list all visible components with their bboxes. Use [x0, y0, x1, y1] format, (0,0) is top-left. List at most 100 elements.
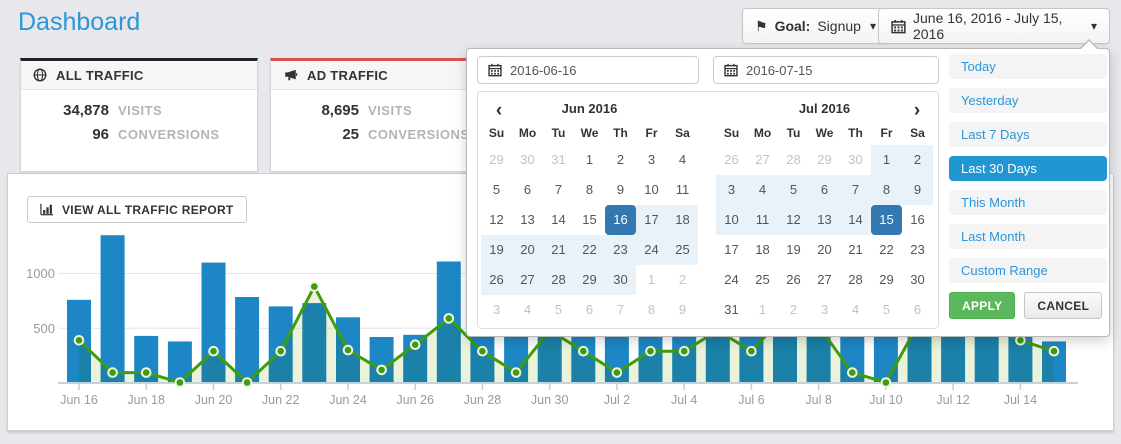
calendar-day[interactable]: 17	[724, 242, 739, 257]
calendar-day[interactable]: 31	[551, 152, 566, 167]
calendar-day[interactable]: 29	[817, 152, 832, 167]
calendar-day[interactable]: 26	[481, 265, 512, 295]
calendar-day[interactable]: 11	[675, 182, 690, 197]
calendar-day[interactable]: 23	[605, 235, 636, 265]
calendar-day[interactable]: 2	[902, 145, 933, 175]
calendar-day[interactable]: 22	[574, 235, 605, 265]
calendar-day[interactable]: 1	[647, 272, 656, 287]
calendar-day[interactable]: 22	[879, 242, 894, 257]
next-month-icon[interactable]: ›	[913, 100, 921, 121]
calendar-day[interactable]: 30	[605, 265, 636, 295]
calendar-day[interactable]: 27	[512, 265, 543, 295]
calendar-day[interactable]: 6	[585, 302, 594, 317]
calendar-day[interactable]: 20	[817, 242, 832, 257]
calendar-day[interactable]: 19	[481, 235, 512, 265]
calendar-day[interactable]: 29	[489, 152, 504, 167]
preset-last-month[interactable]: Last Month	[949, 224, 1107, 249]
calendar-day[interactable]: 16	[605, 205, 636, 235]
calendar-day[interactable]: 30	[520, 152, 535, 167]
preset-last-30-days[interactable]: Last 30 Days	[949, 156, 1107, 181]
calendar-day[interactable]: 9	[902, 175, 933, 205]
calendar-day[interactable]: 10	[716, 205, 747, 235]
calendar-day[interactable]: 8	[871, 175, 902, 205]
apply-button[interactable]: APPLY	[949, 292, 1016, 319]
calendar-day[interactable]: 18	[755, 242, 770, 257]
preset-yesterday[interactable]: Yesterday	[949, 88, 1107, 113]
calendar-day[interactable]: 15	[871, 205, 902, 235]
calendar-day[interactable]: 3	[716, 175, 747, 205]
calendar-day[interactable]: 27	[755, 152, 770, 167]
calendar-day[interactable]: 4	[747, 175, 778, 205]
calendar-day[interactable]: 1	[871, 145, 902, 175]
calendar-day[interactable]: 29	[574, 265, 605, 295]
cancel-button[interactable]: CANCEL	[1024, 292, 1103, 319]
calendar-day[interactable]: 12	[489, 212, 504, 227]
preset-today[interactable]: Today	[949, 54, 1107, 79]
calendar-day[interactable]: 27	[817, 272, 832, 287]
calendar-day[interactable]: 21	[543, 235, 574, 265]
calendar-day[interactable]: 24	[636, 235, 667, 265]
calendar-day[interactable]: 5	[882, 302, 891, 317]
preset-last-7-days[interactable]: Last 7 Days	[949, 122, 1107, 147]
calendar-day[interactable]: 13	[520, 212, 535, 227]
calendar-day[interactable]: 18	[667, 205, 698, 235]
calendar-day[interactable]: 23	[910, 242, 925, 257]
calendar-day[interactable]: 8	[585, 182, 594, 197]
preset-custom-range[interactable]: Custom Range	[949, 258, 1107, 283]
calendar-day[interactable]: 21	[848, 242, 863, 257]
calendar-day[interactable]: 30	[910, 272, 925, 287]
calendar-day[interactable]: 31	[724, 302, 739, 317]
calendar-day[interactable]: 28	[543, 265, 574, 295]
calendar-day[interactable]: 14	[551, 212, 566, 227]
calendar-day[interactable]: 28	[848, 272, 863, 287]
calendar-day[interactable]: 9	[616, 182, 625, 197]
goal-dropdown-button[interactable]: ⚑ Goal: Signup ▾	[742, 8, 889, 44]
calendar-day[interactable]: 15	[582, 212, 597, 227]
calendar-day[interactable]: 4	[678, 152, 687, 167]
calendar-day[interactable]: 25	[755, 272, 770, 287]
calendar-day[interactable]: 11	[747, 205, 778, 235]
calendar-day[interactable]: 26	[786, 272, 801, 287]
calendar-day[interactable]: 1	[585, 152, 594, 167]
calendar-day[interactable]: 7	[840, 175, 871, 205]
calendar-day[interactable]: 4	[851, 302, 860, 317]
calendar-day[interactable]: 5	[778, 175, 809, 205]
calendar-day[interactable]: 20	[512, 235, 543, 265]
calendar-day[interactable]: 25	[667, 235, 698, 265]
calendar-day[interactable]: 6	[913, 302, 922, 317]
calendar-day[interactable]: 29	[879, 272, 894, 287]
calendar-day[interactable]: 30	[848, 152, 863, 167]
calendar-day[interactable]: 6	[523, 182, 532, 197]
calendar-day[interactable]: 12	[778, 205, 809, 235]
preset-this-month[interactable]: This Month	[949, 190, 1107, 215]
view-all-traffic-report-button[interactable]: VIEW ALL TRAFFIC REPORT	[27, 196, 247, 223]
calendar-day[interactable]: 5	[554, 302, 563, 317]
calendar-day[interactable]: 8	[647, 302, 656, 317]
calendar-day[interactable]: 13	[809, 205, 840, 235]
calendar-day[interactable]: 2	[789, 302, 798, 317]
calendar-day[interactable]: 2	[616, 152, 625, 167]
calendar-day[interactable]: 16	[910, 212, 925, 227]
calendar-day[interactable]: 3	[820, 302, 829, 317]
calendar-day[interactable]: 1	[758, 302, 767, 317]
calendar-day[interactable]: 9	[678, 302, 687, 317]
calendar-day[interactable]: 6	[809, 175, 840, 205]
calendar-day[interactable]: 2	[678, 272, 687, 287]
calendar-day[interactable]: 3	[647, 152, 656, 167]
calendar-day[interactable]: 26	[724, 152, 739, 167]
calendar-day[interactable]: 24	[724, 272, 739, 287]
calendar-day[interactable]: 7	[616, 302, 625, 317]
calendar-day[interactable]: 3	[492, 302, 501, 317]
calendar-day[interactable]: 14	[840, 205, 871, 235]
prev-month-icon[interactable]: ‹	[495, 100, 503, 121]
calendar-day[interactable]: 5	[492, 182, 501, 197]
start-date-input[interactable]: 2016-06-16	[477, 56, 699, 84]
calendar-day[interactable]: 4	[523, 302, 532, 317]
date-range-button[interactable]: June 16, 2016 - July 15, 2016 ▾	[878, 8, 1110, 44]
end-date-input[interactable]: 2016-07-15	[713, 56, 939, 84]
calendar-day[interactable]: 28	[786, 152, 801, 167]
calendar-day[interactable]: 17	[636, 205, 667, 235]
calendar-day[interactable]: 10	[644, 182, 659, 197]
calendar-day[interactable]: 19	[786, 242, 801, 257]
calendar-day[interactable]: 7	[554, 182, 563, 197]
